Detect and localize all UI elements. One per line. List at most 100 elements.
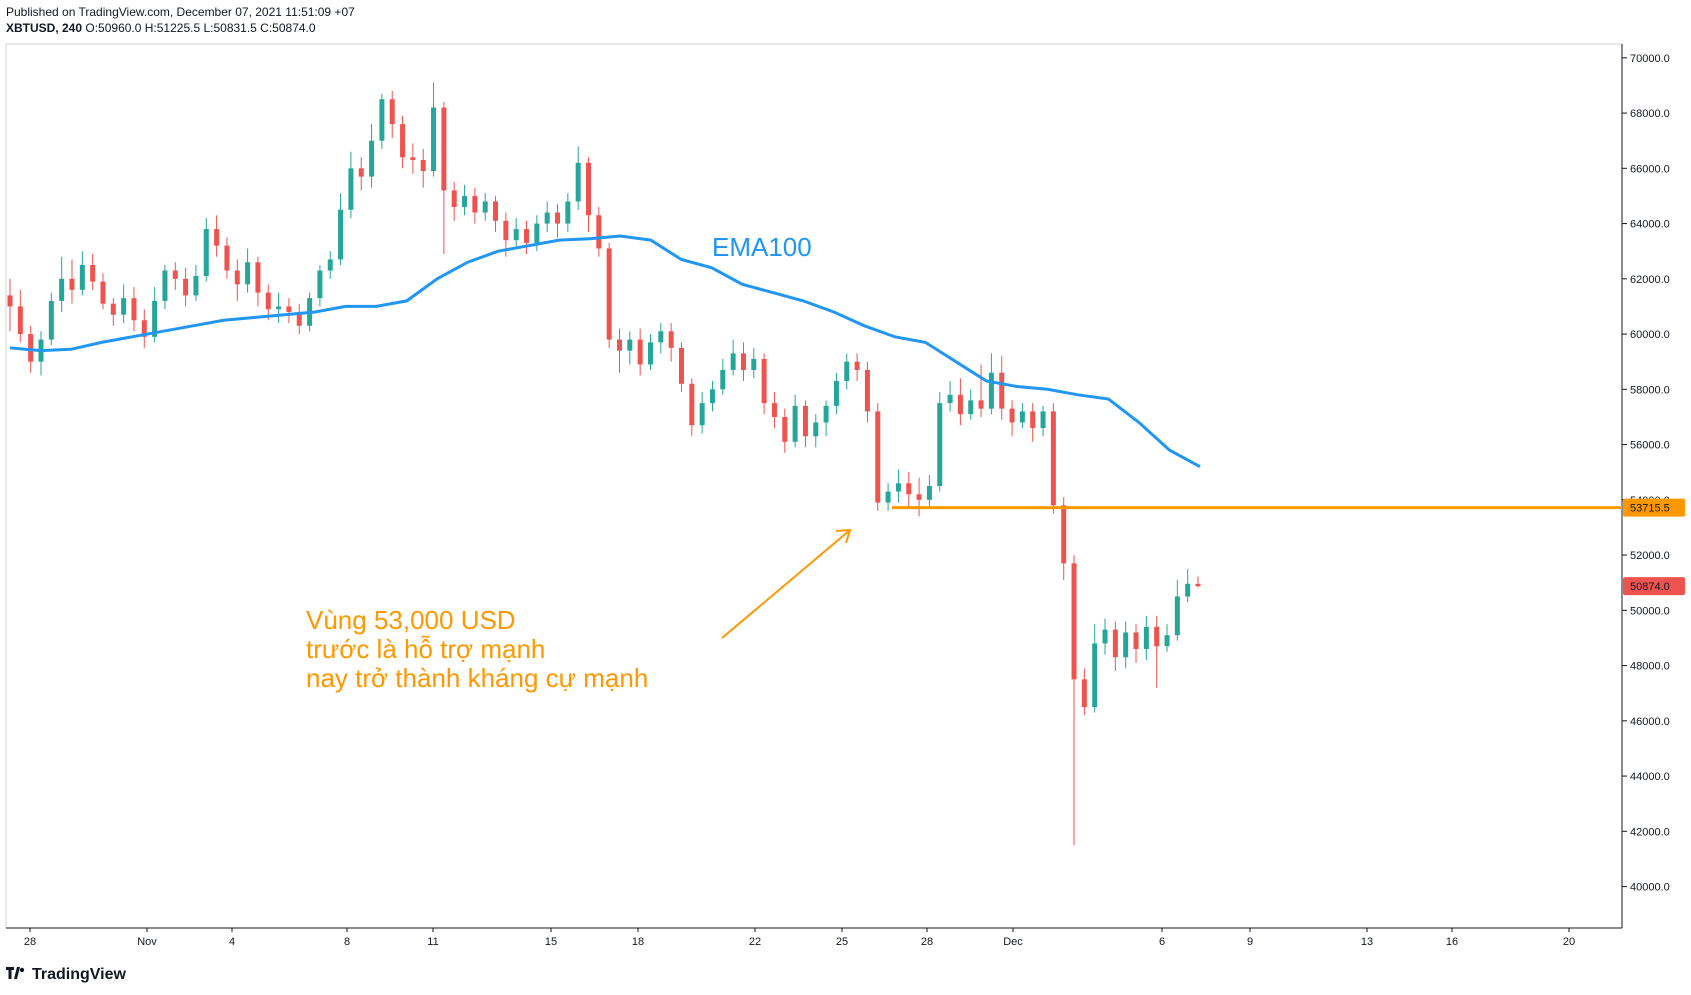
ohlc-values: O:50960.0 H:51225.5 L:50831.5 C:50874.0 <box>85 21 316 35</box>
candle-body <box>121 298 127 315</box>
tv-logo-icon <box>6 966 26 984</box>
candle-body <box>524 229 530 243</box>
candle-body <box>224 245 230 271</box>
x-tick-label: 22 <box>749 936 761 948</box>
candle-body <box>968 400 974 415</box>
chart-header: Published on TradingView.com, December 0… <box>6 4 355 36</box>
candle-body <box>864 369 870 412</box>
candle-body <box>813 422 819 437</box>
candle-body <box>296 311 302 326</box>
candle-body <box>740 353 746 370</box>
candle-body <box>90 265 96 282</box>
candle-body <box>1050 411 1056 506</box>
published-line: Published on TradingView.com, December 0… <box>6 5 355 19</box>
candle-body <box>214 229 220 246</box>
y-tick-label: 64000.0 <box>1630 219 1670 231</box>
candle-body <box>1081 679 1087 707</box>
tradingview-logo[interactable]: TradingView <box>6 966 126 984</box>
annotation-arrow-head <box>835 528 852 544</box>
candle-body <box>338 209 344 260</box>
candle-body <box>1009 408 1015 423</box>
last-price-tag <box>1623 577 1685 596</box>
candle-body <box>844 361 850 382</box>
logo-text: TradingView <box>32 966 126 983</box>
candle-body <box>131 298 137 321</box>
candle-body <box>937 403 943 486</box>
candle-body <box>79 265 85 290</box>
candle-body <box>172 270 178 279</box>
candle-body <box>410 157 416 161</box>
candle-body <box>1195 583 1201 587</box>
candle-body <box>513 229 519 241</box>
candle-body <box>1030 411 1036 428</box>
candle-body <box>544 212 550 224</box>
candle-body <box>895 483 901 492</box>
candle-body <box>1154 626 1160 647</box>
candle-body <box>957 394 963 415</box>
candle-body <box>59 278 65 301</box>
symbol-label: XBTUSD, 240 <box>6 21 83 35</box>
candle-body <box>999 372 1005 409</box>
candle-body <box>802 405 808 437</box>
candle-body <box>379 99 385 141</box>
candle-body <box>699 403 705 426</box>
candle-body <box>1133 632 1139 649</box>
y-tick-label: 56000.0 <box>1630 440 1670 452</box>
y-tick-label: 68000.0 <box>1630 108 1670 120</box>
y-tick-label: 50000.0 <box>1630 605 1670 617</box>
candle-body <box>627 339 633 351</box>
candle-body <box>482 201 488 213</box>
candle-body <box>1071 563 1077 680</box>
candle-body <box>854 361 860 370</box>
candle-body <box>48 300 54 340</box>
candle-body <box>771 403 777 417</box>
last-price-label: 50874.0 <box>1630 581 1670 593</box>
candle-body <box>751 358 757 370</box>
candle-body <box>276 306 282 310</box>
candle-body <box>926 486 932 500</box>
annotation-line-1: Vùng 53,000 USD <box>306 605 516 635</box>
candle-body <box>916 494 922 500</box>
candle-body <box>358 168 364 177</box>
y-tick-label: 66000.0 <box>1630 163 1670 175</box>
candle-body <box>782 416 788 442</box>
candle-body <box>1092 643 1098 707</box>
candle-body <box>833 381 839 406</box>
y-tick-label: 70000.0 <box>1630 53 1670 65</box>
candle-body <box>875 411 881 503</box>
annotation-arrow-line <box>721 529 851 639</box>
candle-body <box>327 259 333 271</box>
candle-body <box>885 491 891 503</box>
candle-body <box>637 339 643 365</box>
ema-label: EMA100 <box>712 232 812 262</box>
candle-body <box>441 107 447 191</box>
x-tick-label: 20 <box>1563 936 1575 948</box>
candle-body <box>730 353 736 370</box>
candle-body <box>420 160 426 172</box>
candle-body <box>1185 583 1191 597</box>
candle-body <box>69 278 75 290</box>
hline-price-tag <box>1623 498 1685 517</box>
candle-body <box>203 229 209 277</box>
candle-body <box>534 223 540 243</box>
x-tick-label: 4 <box>229 936 235 948</box>
candle-body <box>658 331 664 343</box>
candle-body <box>183 278 189 296</box>
candle-body <box>1040 411 1046 428</box>
candle-body <box>647 342 653 365</box>
ema100-line <box>9 234 1201 469</box>
candle-body <box>255 262 261 293</box>
candle-body <box>7 295 13 307</box>
candle-body <box>1061 505 1067 564</box>
candle-body <box>28 334 34 362</box>
y-tick-label: 62000.0 <box>1630 274 1670 286</box>
candle-body <box>668 331 674 348</box>
y-tick-label: 60000.0 <box>1630 329 1670 341</box>
y-tick-label: 52000.0 <box>1630 550 1670 562</box>
candle-body <box>792 405 798 442</box>
candle-body <box>596 215 602 249</box>
x-tick-label: 15 <box>545 936 557 948</box>
candle-body <box>462 195 468 207</box>
candle-body <box>141 320 147 337</box>
